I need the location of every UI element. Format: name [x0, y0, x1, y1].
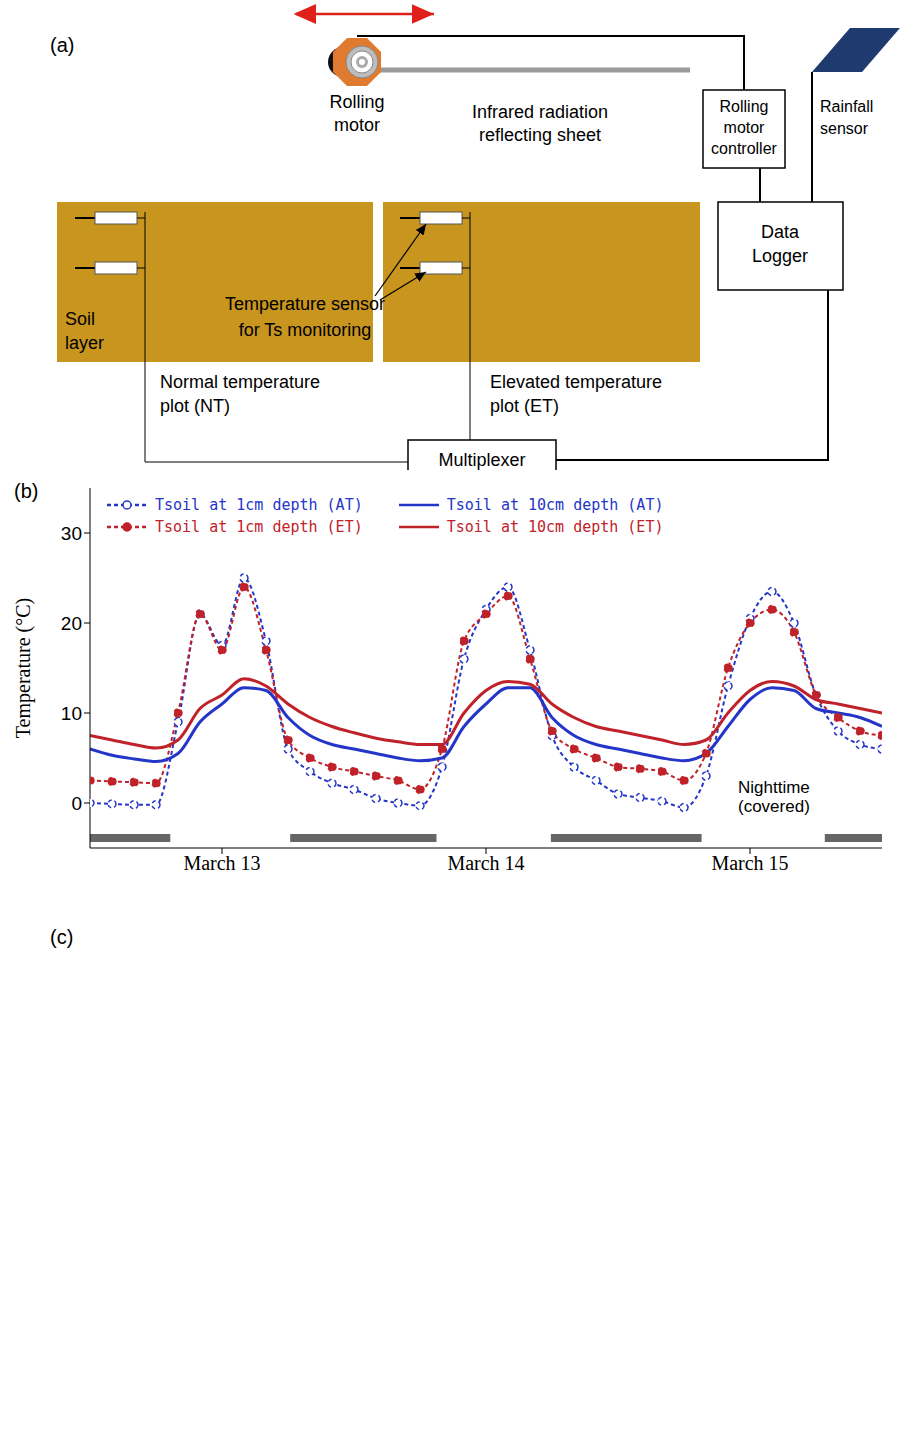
svg-text:Rollingmotor: Rollingmotor — [329, 92, 384, 135]
svg-text:20: 20 — [61, 613, 82, 634]
svg-text:March 14: March 14 — [447, 852, 524, 874]
svg-text:Elevated temperatureplot (ET): Elevated temperatureplot (ET) — [490, 372, 662, 416]
svg-text:10: 10 — [61, 703, 82, 724]
svg-text:Rainfallsensor: Rainfallsensor — [820, 98, 873, 137]
svg-text:Temperature (°C): Temperature (°C) — [12, 598, 35, 738]
svg-text:0: 0 — [71, 793, 82, 814]
svg-text:30: 30 — [61, 523, 82, 544]
html-text:(covered): (covered) — [738, 797, 810, 816]
svg-text:Infrared radiationreflecting s: Infrared radiationreflecting sheet — [472, 102, 608, 145]
svg-text:Soillayer: Soillayer — [65, 309, 104, 353]
html-text:Tsoil at 10cm depth (AT): Tsoil at 10cm depth (AT) — [446, 496, 664, 514]
html-text:(b): (b) — [14, 480, 39, 502]
html-text:(c): (c) — [50, 926, 74, 948]
html-text:Nighttime: Nighttime — [738, 778, 810, 797]
svg-text:Rollingmotorcontroller: Rollingmotorcontroller — [711, 98, 777, 157]
svg-text:March 15: March 15 — [711, 852, 788, 874]
svg-text:(a): (a) — [50, 34, 74, 56]
html-text:Tsoil at 10cm depth (ET): Tsoil at 10cm depth (ET) — [446, 518, 664, 536]
svg-text:Multiplexer: Multiplexer — [438, 450, 525, 470]
html-text:Tsoil at 1cm depth (AT): Tsoil at 1cm depth (AT) — [155, 496, 363, 514]
svg-text:DataLogger: DataLogger — [752, 222, 808, 266]
html-text:Tsoil at 1cm depth (ET): Tsoil at 1cm depth (ET) — [155, 518, 363, 536]
svg-text:March 13: March 13 — [183, 852, 260, 874]
svg-text:Normal temperatureplot (NT): Normal temperatureplot (NT) — [160, 372, 320, 416]
svg-text:Temperature sensorfor Ts monit: Temperature sensorfor Ts monitoring — [225, 294, 385, 340]
